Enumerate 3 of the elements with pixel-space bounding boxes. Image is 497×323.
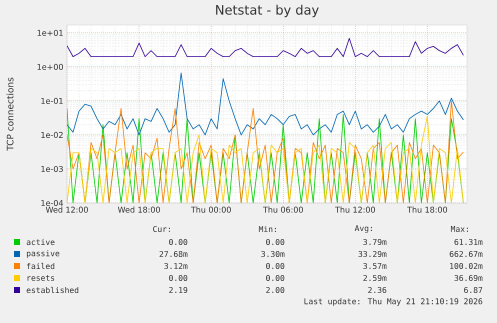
chart-title: Netstat - by day — [216, 4, 319, 18]
line-series — [67, 72, 464, 136]
y-axis-title: TCP connections — [6, 78, 14, 151]
